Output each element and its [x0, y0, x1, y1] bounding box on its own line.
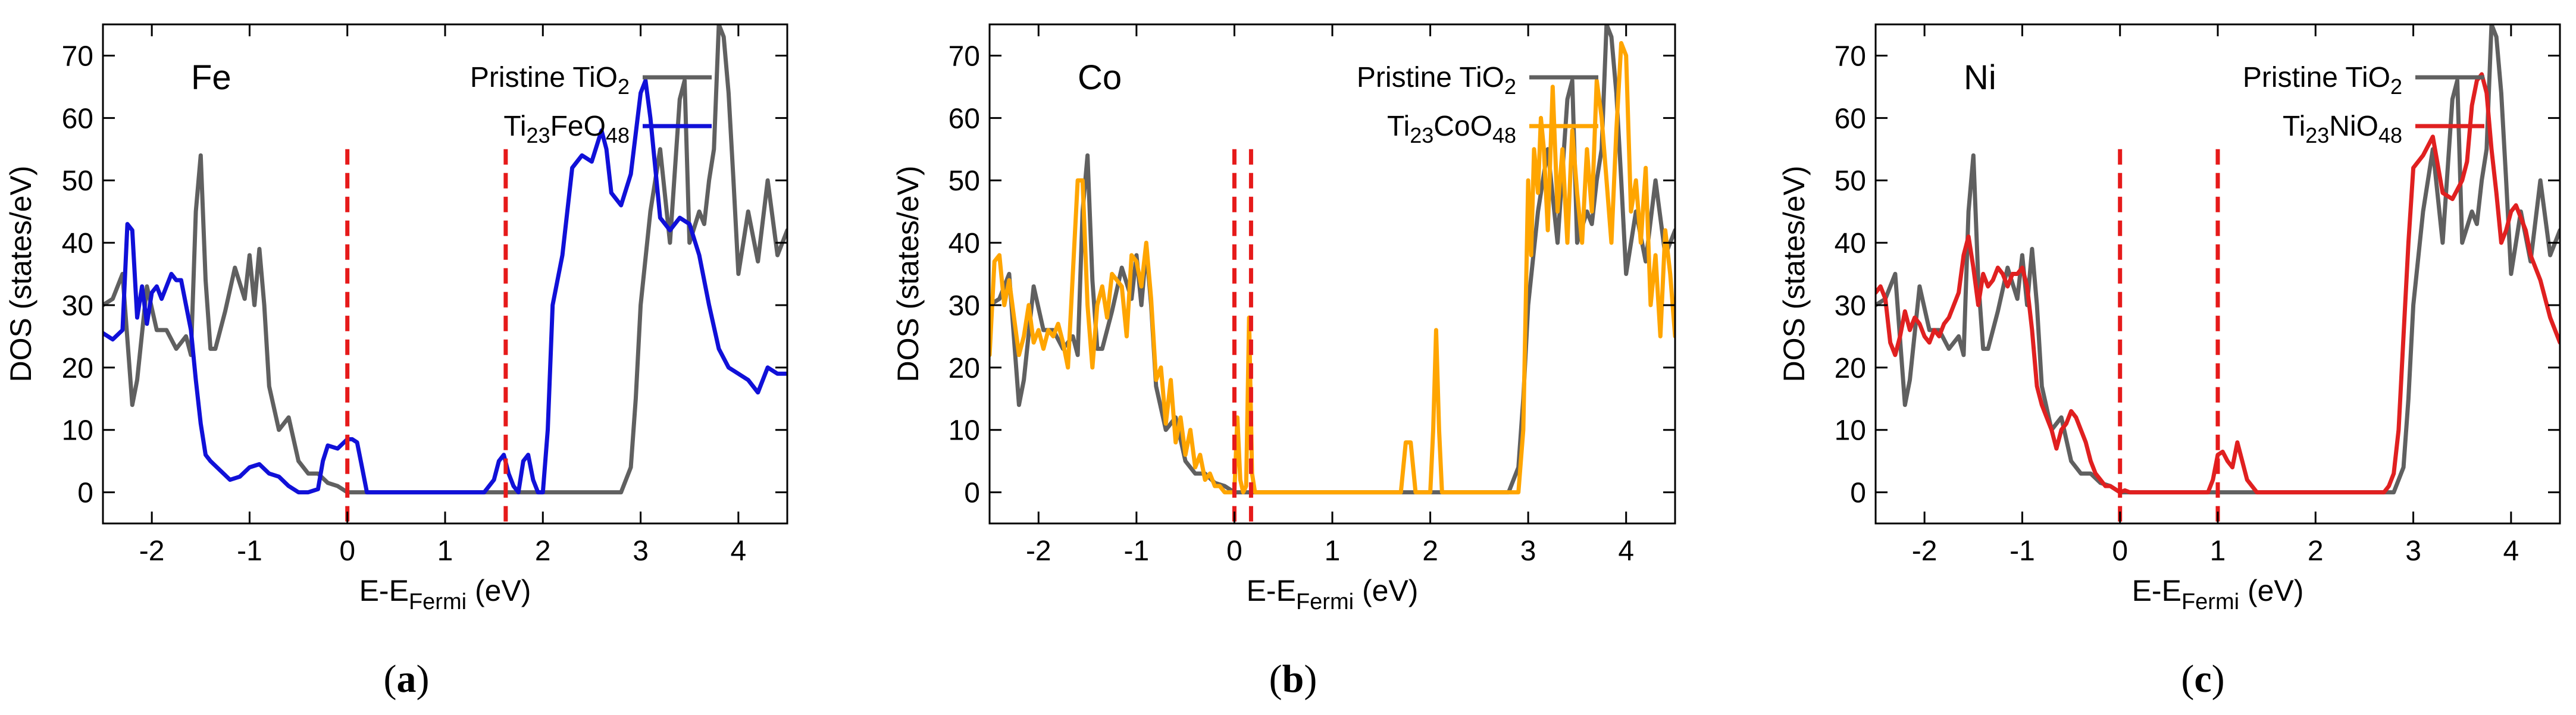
series-group	[1876, 24, 2560, 495]
y-tick-label: 50	[949, 165, 980, 197]
y-tick-label: 0	[77, 478, 93, 509]
x-tick-label: 1	[1325, 535, 1341, 567]
x-tick-label: 0	[2112, 535, 2128, 567]
legend-label-pristine: Pristine TiO2	[2243, 62, 2402, 99]
y-axis-label: DOS (states/eV)	[1777, 166, 1811, 382]
x-tick-label: 4	[1618, 535, 1634, 567]
x-tick-label: 2	[1422, 535, 1438, 567]
legend-label-doped: Ti23FeO48	[503, 111, 630, 148]
dopant-label: Co	[1078, 58, 1122, 97]
x-tick-label: 1	[2210, 535, 2226, 567]
x-tick-label: -2	[1912, 535, 1938, 567]
legend-label-pristine: Pristine TiO2	[470, 62, 630, 99]
y-tick-label: 60	[949, 103, 980, 134]
y-tick-label: 40	[1835, 228, 1866, 259]
dopant-label: Ni	[1964, 58, 1996, 97]
y-tick-label: 50	[1835, 165, 1866, 197]
x-tick-label: -1	[2010, 535, 2035, 567]
panel-caption: (b)	[1269, 657, 1317, 701]
y-tick-label: 70	[1835, 40, 1866, 72]
series-line-doped	[1876, 72, 2560, 495]
legend-label-doped: Ti23NiO48	[2283, 111, 2402, 148]
x-axis-label: E-EFermi (eV)	[359, 574, 531, 614]
y-tick-label: 70	[62, 40, 93, 72]
y-tick-label: 40	[949, 228, 980, 259]
y-tick-label: 30	[62, 290, 93, 322]
y-axis-label: DOS (states/eV)	[4, 166, 37, 382]
x-tick-label: 0	[339, 535, 355, 567]
y-tick-label: 70	[949, 40, 980, 72]
dopant-label: Fe	[191, 58, 231, 97]
y-tick-label: 60	[1835, 103, 1866, 134]
y-tick-label: 0	[964, 478, 980, 509]
x-tick-label: -1	[237, 535, 262, 567]
x-axis-label: E-EFermi (eV)	[2132, 574, 2304, 614]
x-tick-label: -2	[139, 535, 165, 567]
x-tick-label: 4	[2503, 535, 2519, 567]
x-tick-label: -2	[1026, 535, 1051, 567]
y-tick-label: 20	[1835, 353, 1866, 384]
legend-label-pristine: Pristine TiO2	[1357, 62, 1516, 99]
y-tick-label: 0	[1850, 478, 1866, 509]
y-tick-label: 60	[62, 103, 93, 134]
panel-caption: (c)	[2181, 657, 2224, 701]
y-tick-label: 10	[62, 415, 93, 447]
y-tick-label: 20	[62, 353, 93, 384]
legend-label-doped: Ti23CoO48	[1387, 111, 1516, 148]
x-tick-label: 0	[1226, 535, 1242, 567]
x-tick-label: 3	[1520, 535, 1536, 567]
x-tick-label: 3	[2405, 535, 2421, 567]
y-axis-label: DOS (states/eV)	[891, 166, 925, 382]
x-axis-label: E-EFermi (eV)	[1247, 574, 1419, 614]
series-line-doped	[990, 41, 1675, 495]
y-tick-label: 40	[62, 228, 93, 259]
series-group	[103, 24, 787, 495]
y-tick-label: 10	[1835, 415, 1866, 447]
y-tick-label: 30	[949, 290, 980, 322]
x-tick-label: 1	[437, 535, 453, 567]
y-tick-label: 50	[62, 165, 93, 197]
series-line-pristine	[103, 24, 787, 495]
y-tick-label: 20	[949, 353, 980, 384]
x-tick-label: 3	[633, 535, 649, 567]
series-group	[990, 24, 1675, 495]
y-tick-label: 30	[1835, 290, 1866, 322]
y-tick-label: 10	[949, 415, 980, 447]
x-tick-label: 4	[731, 535, 747, 567]
x-tick-label: 2	[535, 535, 551, 567]
x-tick-label: -1	[1124, 535, 1150, 567]
x-tick-label: 2	[2308, 535, 2324, 567]
series-line-doped	[103, 78, 787, 495]
panel-caption: (a)	[384, 657, 430, 701]
